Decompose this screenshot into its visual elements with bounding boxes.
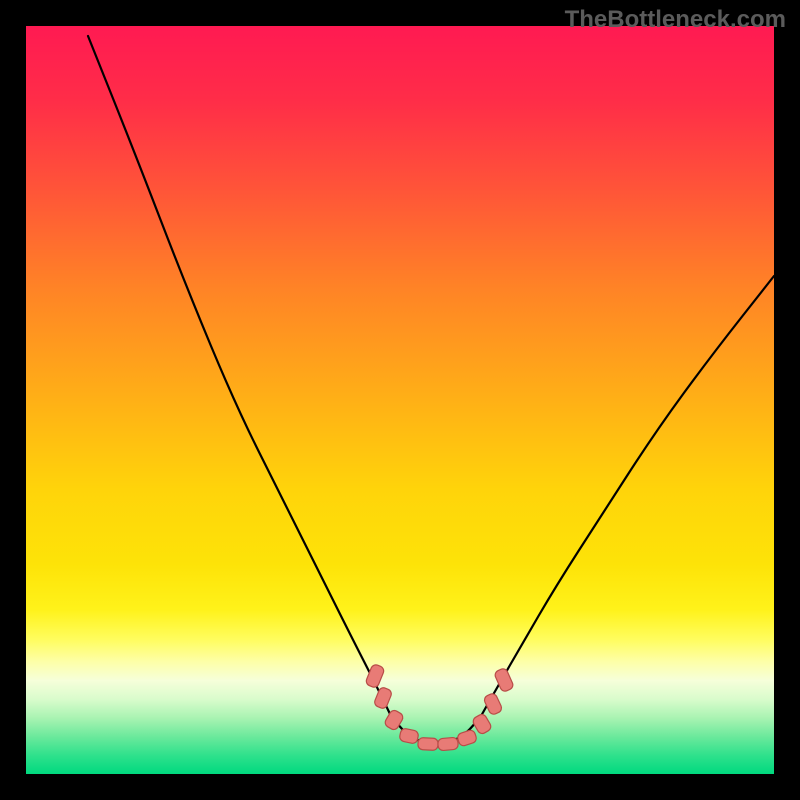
curve-marker: [438, 737, 459, 751]
bottleneck-curve-chart: [0, 0, 800, 800]
watermark-label: TheBottleneck.com: [565, 6, 786, 34]
curve-marker: [418, 737, 439, 750]
gradient-panel: [26, 26, 774, 774]
chart-frame: TheBottleneck.com: [0, 0, 800, 800]
